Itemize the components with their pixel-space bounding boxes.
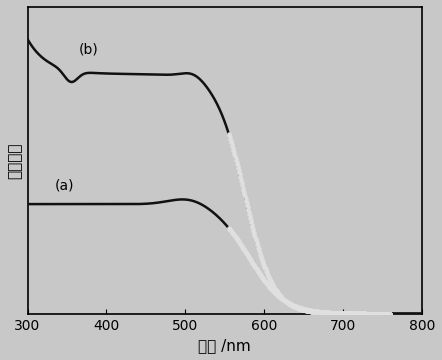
Text: (a): (a) (55, 179, 75, 193)
X-axis label: 波长 /nm: 波长 /nm (198, 338, 251, 353)
Y-axis label: 相对强度: 相对强度 (7, 142, 22, 179)
Text: (b): (b) (79, 43, 99, 57)
